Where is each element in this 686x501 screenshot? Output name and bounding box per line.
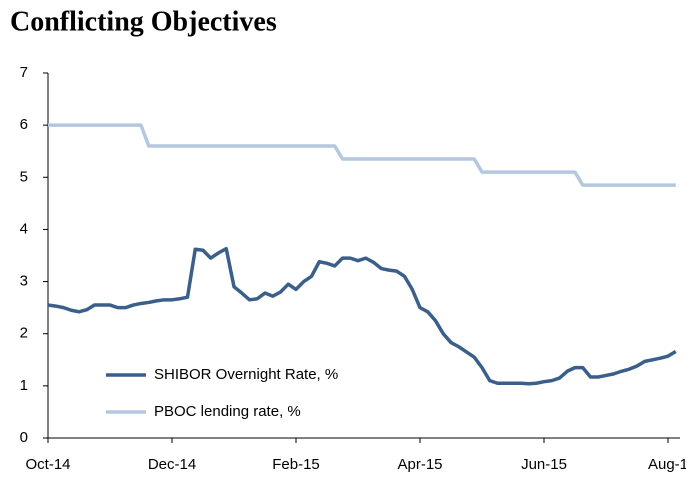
x-tick-label: Feb-15 xyxy=(272,456,320,473)
legend-label: PBOC lending rate, % xyxy=(154,403,301,420)
y-tick-label: 6 xyxy=(20,116,28,133)
x-tick-label: Apr-15 xyxy=(397,456,442,473)
y-tick-label: 0 xyxy=(20,429,28,446)
y-tick-label: 4 xyxy=(20,220,28,237)
y-tick-label: 2 xyxy=(20,325,28,342)
chart-title: Conflicting Objectives xyxy=(10,6,277,37)
y-tick-label: 7 xyxy=(20,64,28,81)
x-tick-label: Jun-15 xyxy=(521,456,567,473)
legend-label: SHIBOR Overnight Rate, % xyxy=(154,366,338,383)
x-tick-label: Aug-1 xyxy=(648,456,686,473)
series-line xyxy=(48,123,676,187)
x-tick-label: Dec-14 xyxy=(148,456,196,473)
y-tick-label: 1 xyxy=(20,377,28,394)
y-tick-label: 5 xyxy=(20,168,28,185)
series-line xyxy=(47,246,677,386)
x-tick-label: Oct-14 xyxy=(25,456,70,473)
y-tick-label: 3 xyxy=(20,273,28,290)
